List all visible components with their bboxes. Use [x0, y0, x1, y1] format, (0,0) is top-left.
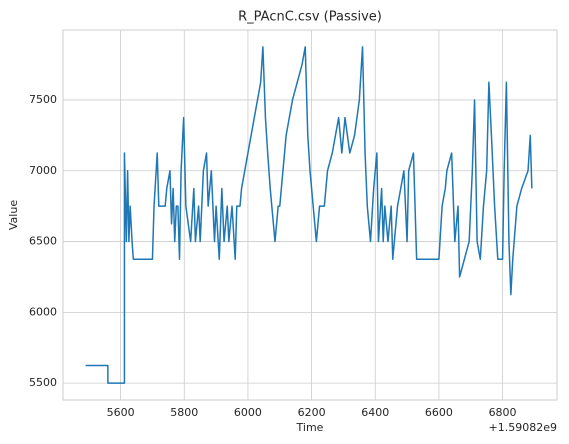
y-tick-label: 6000	[29, 305, 57, 318]
x-tick-label: 6800	[489, 406, 517, 419]
plot-frame	[62, 29, 558, 401]
x-tick-label: 6400	[361, 406, 389, 419]
x-tick-label: 5800	[170, 406, 198, 419]
x-axis-label: Time	[296, 421, 324, 434]
y-tick-label: 5500	[29, 376, 57, 389]
y-tick-label: 7500	[29, 93, 57, 106]
x-tick-label: 5600	[107, 406, 135, 419]
y-tick-label: 6500	[29, 235, 57, 248]
data-line	[85, 46, 533, 384]
y-axis-label: Value	[7, 200, 20, 230]
x-tick-label: 6200	[298, 406, 326, 419]
x-offset-label: +1.59082e9	[489, 421, 557, 434]
x-tick-label: 6000	[234, 406, 262, 419]
x-tick-label: 6600	[425, 406, 453, 419]
chart-title: R_PAcnC.csv (Passive)	[238, 10, 382, 25]
y-tick-label: 7000	[29, 164, 57, 177]
